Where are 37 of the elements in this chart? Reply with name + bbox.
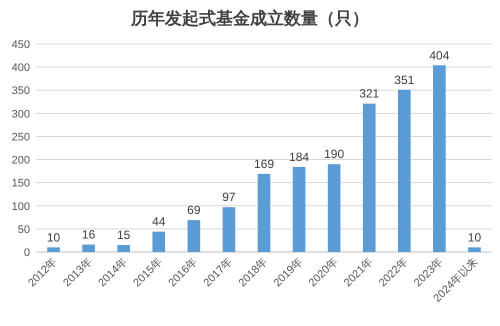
bar: [47, 247, 60, 252]
y-tick-label: 50: [18, 224, 30, 236]
data-label: 69: [187, 203, 201, 218]
y-tick-label: 400: [12, 62, 30, 74]
data-label: 404: [429, 48, 450, 62]
data-label: 44: [152, 214, 166, 229]
data-label: 15: [117, 228, 131, 242]
bar: [152, 232, 166, 252]
data-label: 97: [222, 190, 236, 204]
data-label: 351: [394, 72, 415, 87]
bar: [117, 245, 130, 252]
bar: [292, 166, 306, 252]
y-tick-label: 450: [12, 39, 30, 51]
bar: [468, 247, 481, 252]
y-tick-label: 100: [12, 200, 30, 213]
data-label: 169: [254, 156, 274, 171]
bar: [188, 220, 200, 252]
data-label: 16: [82, 228, 96, 242]
data-label: 10: [46, 230, 61, 244]
bar: [328, 164, 340, 252]
bar: [362, 104, 376, 252]
y-tick-label: 350: [12, 85, 30, 98]
y-tick-label: 250: [12, 131, 30, 144]
y-tick-label: 0: [24, 247, 30, 259]
bar: [82, 244, 95, 252]
bar: [433, 65, 446, 252]
y-tick-label: 150: [12, 178, 30, 190]
bar: [258, 174, 270, 252]
bar: [222, 207, 236, 252]
y-tick-label: 200: [12, 154, 30, 167]
data-label: 190: [324, 147, 344, 162]
bar: [398, 90, 411, 252]
chart-title: 历年发起式基金成立数量（只）: [130, 9, 369, 28]
data-label: 10: [468, 230, 482, 244]
data-label: 184: [289, 150, 310, 164]
y-tick-label: 300: [12, 108, 30, 120]
data-label: 321: [359, 86, 380, 101]
